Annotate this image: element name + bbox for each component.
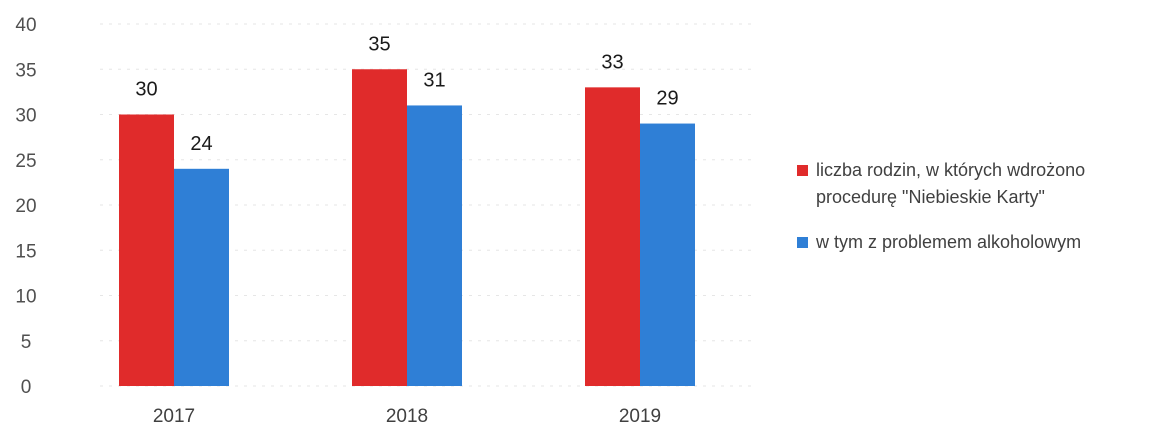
y-tick-label: 25: [15, 151, 36, 172]
bar-families-2019: [585, 87, 640, 386]
bar-alcohol-2019: [640, 123, 695, 387]
x-axis-categories: 2017 2018 2019: [153, 406, 661, 427]
y-tick-label: 15: [15, 241, 36, 262]
y-tick-label: 40: [15, 15, 36, 36]
legend-swatch: [797, 237, 808, 248]
y-tick-label: 35: [15, 60, 36, 81]
data-label: 31: [423, 69, 445, 91]
y-tick-label: 10: [15, 287, 36, 308]
legend: liczba rodzin, w których wdrożono procedu…: [797, 160, 1085, 252]
x-category-label: 2017: [153, 406, 195, 427]
y-axis-ticks: 0 5 10 15 20 25 30 35 40: [15, 15, 36, 398]
bar-alcohol-2017: [174, 168, 229, 386]
data-label: 35: [368, 33, 390, 55]
data-label: 30: [135, 79, 157, 101]
data-labels: 30 24 35 31 33 29: [135, 33, 678, 155]
legend-swatch: [797, 165, 808, 176]
data-label: 29: [656, 88, 678, 110]
legend-label: procedurę "Niebieskie Karty": [816, 187, 1045, 207]
legend-label: w tym z problemem alkoholowym: [815, 232, 1081, 252]
bar-families-2017: [119, 114, 174, 386]
x-category-label: 2019: [619, 406, 661, 427]
bar-alcohol-2018: [407, 105, 462, 386]
y-tick-label: 5: [21, 332, 32, 353]
bar-families-2018: [352, 69, 407, 386]
data-label: 24: [190, 133, 212, 155]
x-category-label: 2018: [386, 406, 428, 427]
y-tick-label: 0: [21, 377, 32, 398]
bars: [119, 69, 695, 387]
data-label: 33: [601, 51, 623, 73]
y-tick-label: 20: [15, 196, 36, 217]
legend-label: liczba rodzin, w których wdrożono: [816, 160, 1085, 180]
y-tick-label: 30: [15, 106, 36, 127]
